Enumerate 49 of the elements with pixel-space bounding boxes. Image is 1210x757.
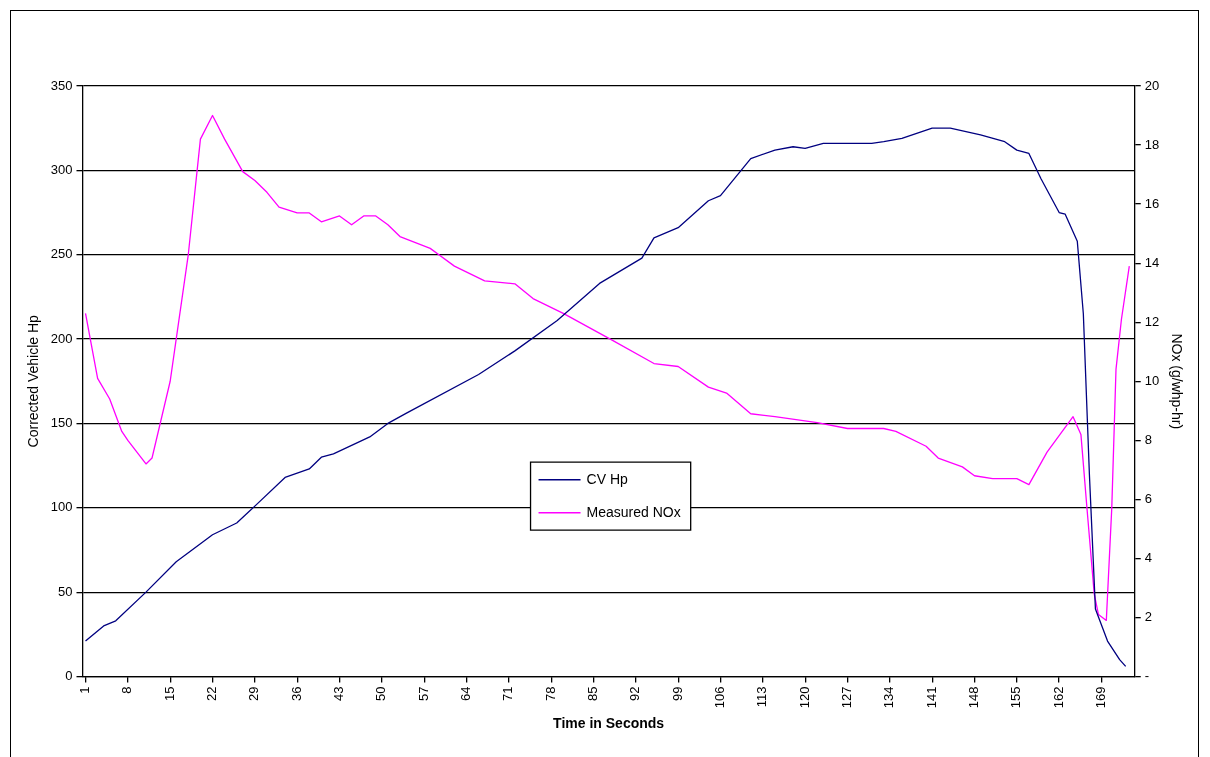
y2-tick-label: 12	[1144, 313, 1160, 329]
x-tick-label: 99	[669, 686, 685, 701]
y-tick-label: 350	[50, 77, 73, 93]
y-tick-label: 200	[50, 330, 73, 346]
x-tick-label: 1	[77, 686, 93, 694]
x-tick-label: 78	[542, 686, 558, 701]
x-tick-label: 8	[119, 686, 135, 694]
x-tick-label: 22	[204, 686, 220, 701]
y2-axis-title: NOx (g/whp-hr)	[1168, 333, 1185, 430]
x-tick-label: 50	[373, 686, 389, 701]
legend-label: CV Hp	[586, 470, 628, 487]
y-tick-label: 300	[50, 161, 73, 177]
y2-tick-label: 16	[1144, 195, 1160, 211]
x-tick-label: 29	[246, 686, 262, 701]
y-tick-label: 100	[50, 499, 73, 515]
y2-tick-label: 6	[1144, 490, 1152, 506]
y2-tick-label: 18	[1144, 136, 1160, 152]
y-tick-label: 50	[58, 583, 73, 599]
x-tick-label: 113	[754, 686, 770, 708]
x-tick-label: 64	[458, 686, 474, 701]
x-tick-label: 162	[1050, 686, 1066, 709]
x-tick-label: 57	[415, 686, 431, 701]
x-tick-label: 169	[1093, 686, 1109, 709]
y-axis-title: Corrected Vehicle Hp	[25, 314, 42, 448]
x-tick-label: 71	[500, 686, 516, 701]
y2-tick-label: 8	[1144, 431, 1152, 447]
y2-tick-label: 10	[1144, 372, 1160, 388]
y2-tick-label: 4	[1144, 549, 1152, 565]
x-tick-label: 127	[839, 686, 855, 709]
x-tick-label: 85	[585, 686, 601, 701]
y2-tick-label: -	[1144, 668, 1150, 684]
x-axis-title: Time in Seconds	[553, 715, 665, 732]
x-tick-label: 141	[923, 686, 939, 709]
y2-tick-label: 20	[1144, 77, 1160, 93]
x-tick-label: 15	[161, 686, 177, 701]
y-tick-label: 0	[65, 668, 73, 684]
x-tick-label: 92	[627, 686, 643, 701]
y-tick-label: 250	[50, 246, 73, 262]
y2-tick-label: 14	[1144, 254, 1160, 270]
x-tick-label: 134	[881, 686, 897, 709]
x-tick-label: 36	[288, 686, 304, 701]
x-tick-label: 43	[331, 686, 347, 701]
x-tick-label: 120	[796, 686, 812, 709]
x-tick-label: 155	[1008, 686, 1024, 709]
y-tick-label: 150	[50, 415, 73, 431]
x-tick-label: 148	[966, 686, 982, 709]
x-tick-label: 106	[712, 686, 728, 709]
legend-label: Measured NOx	[586, 503, 681, 520]
y2-tick-label: 2	[1144, 609, 1152, 625]
